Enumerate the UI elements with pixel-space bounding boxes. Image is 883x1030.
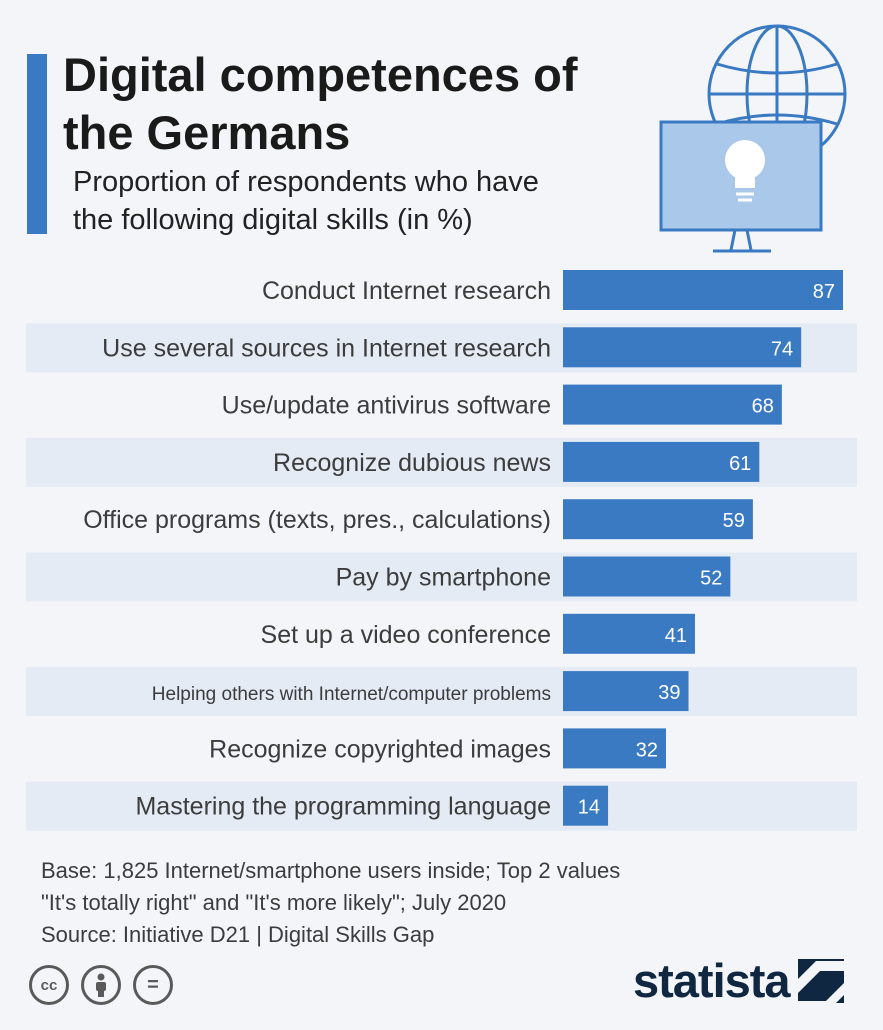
category-label: Use several sources in Internet research bbox=[102, 334, 551, 362]
title-line-1: Digital competences of bbox=[63, 48, 578, 101]
base-note-line-2: "It's totally right" and "It's more like… bbox=[41, 890, 507, 915]
cc-icon-label: cc bbox=[40, 976, 58, 994]
base-note-line-1: Base: 1,825 Internet/smartphone users in… bbox=[41, 858, 621, 883]
category-label: Set up a video conference bbox=[261, 621, 551, 649]
category-label: Recognize copyrighted images bbox=[209, 735, 551, 763]
category-label: Office programs (texts, pres., calculati… bbox=[83, 506, 551, 534]
subtitle-line-1: Proportion of respondents who have bbox=[73, 166, 539, 198]
title-accent-bar bbox=[27, 54, 47, 234]
bar-value-label: 68 bbox=[752, 396, 774, 418]
logo-text: statista bbox=[633, 954, 791, 1007]
title-line-2: the Germans bbox=[63, 106, 351, 159]
license-icons: cc = bbox=[29, 965, 173, 1005]
bar-value-label: 59 bbox=[723, 510, 745, 532]
category-label: Helping others with Internet/computer pr… bbox=[152, 684, 551, 705]
bar bbox=[563, 327, 802, 368]
row-band bbox=[26, 781, 857, 831]
bar-value-label: 39 bbox=[658, 682, 680, 704]
person-icon[interactable] bbox=[81, 965, 121, 1005]
cc-icon[interactable]: cc bbox=[29, 965, 69, 1005]
bar bbox=[563, 556, 731, 597]
statista-mark-icon bbox=[797, 959, 844, 1003]
bar bbox=[563, 728, 666, 769]
chart-title: Digital competences of the Germans bbox=[63, 46, 663, 162]
bar bbox=[563, 441, 760, 482]
source-note: Source: Initiative D21 | Digital Skills … bbox=[41, 922, 435, 947]
equals-icon[interactable]: = bbox=[133, 965, 173, 1005]
chart-footnotes: Base: 1,825 Internet/smartphone users in… bbox=[41, 855, 841, 951]
bar-value-label: 52 bbox=[700, 568, 722, 590]
bar-value-label: 74 bbox=[771, 338, 793, 360]
bar-value-label: 32 bbox=[636, 739, 658, 761]
bar bbox=[563, 499, 753, 540]
bar bbox=[563, 671, 689, 712]
bar bbox=[563, 613, 695, 654]
bar bbox=[563, 785, 609, 826]
category-label: Mastering the programming language bbox=[135, 793, 551, 821]
subtitle-line-2: the following digital skills (in %) bbox=[73, 204, 473, 236]
statista-logo[interactable]: statista bbox=[633, 953, 844, 1009]
category-label: Use/update antivirus software bbox=[222, 392, 551, 420]
bar bbox=[563, 270, 843, 310]
row-band bbox=[26, 667, 857, 717]
bar bbox=[563, 384, 782, 425]
equals-icon-label: = bbox=[147, 973, 159, 996]
category-label: Conduct Internet research bbox=[262, 277, 551, 305]
bar-value-label: 14 bbox=[578, 797, 600, 819]
chart-subtitle: Proportion of respondents who have the f… bbox=[73, 163, 653, 239]
globe-monitor-lightbulb-icon bbox=[659, 24, 847, 253]
category-label: Pay by smartphone bbox=[336, 564, 551, 592]
category-label: Recognize dubious news bbox=[273, 449, 551, 477]
bar-value-label: 61 bbox=[729, 453, 751, 475]
bar-value-label: 41 bbox=[665, 625, 687, 647]
person-glyph bbox=[96, 973, 106, 997]
bar-value-label: 87 bbox=[813, 281, 835, 303]
